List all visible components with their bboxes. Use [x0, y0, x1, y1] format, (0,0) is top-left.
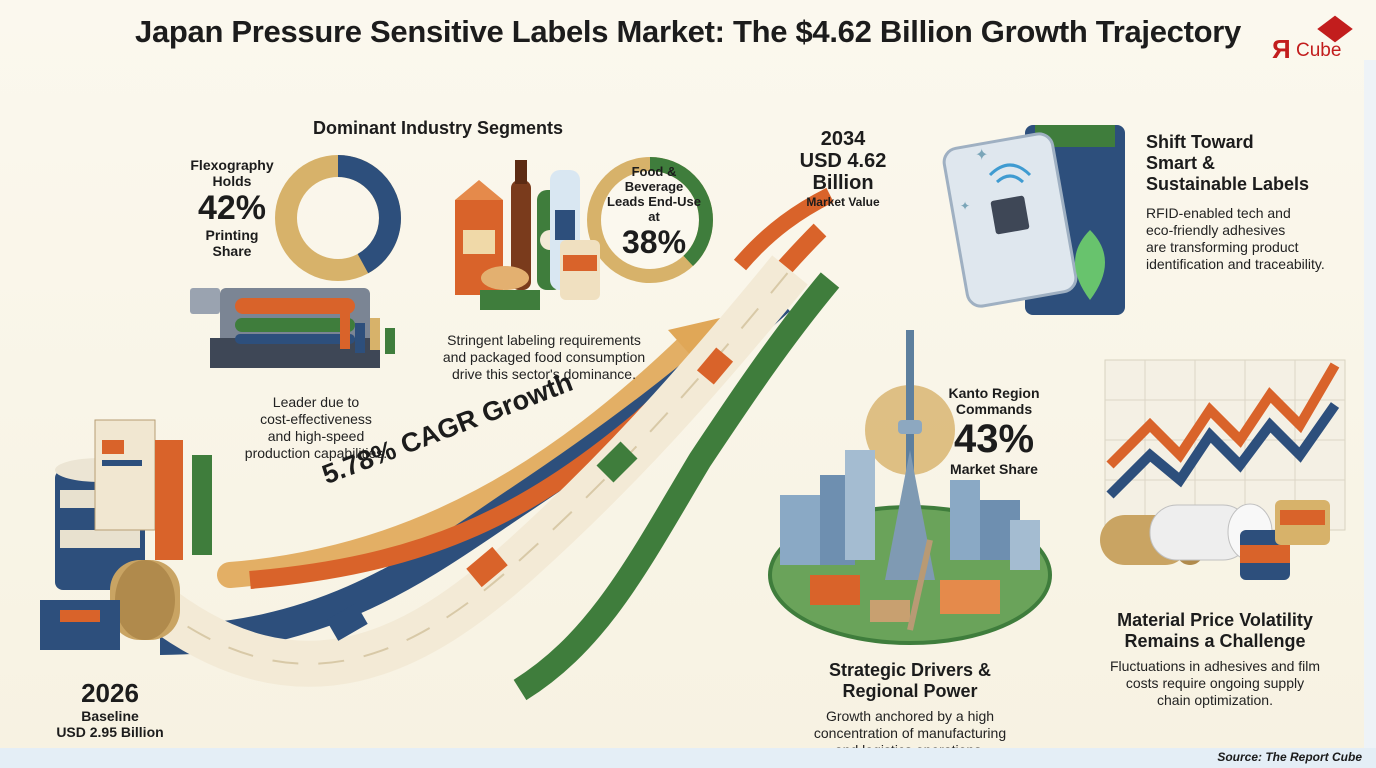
flexo-donut-chart: [275, 155, 401, 281]
material-title-1: Material Price Volatility: [1117, 610, 1313, 630]
drivers-desc-1: Growth anchored by a high: [825, 708, 995, 724]
kanto-city-illustration: [768, 330, 1052, 645]
smart-labels-block: Shift Toward Smart & Sustainable Labels …: [1146, 132, 1346, 273]
smart-title-1: Shift Toward: [1146, 132, 1254, 152]
flexo-value: 42%: [197, 189, 267, 227]
flexo-desc-2: cost-effectiveness: [260, 411, 372, 427]
material-desc-3: chain optimization.: [1157, 692, 1273, 708]
material-desc-1: Fluctuations in adhesives and film: [1109, 658, 1321, 674]
food-description: Stringent labeling requirements and pack…: [426, 332, 662, 383]
food-desc-2: and packaged food consumption: [442, 349, 646, 365]
baseline-2026: 2026 Baseline USD 2.95 Billion: [40, 678, 180, 740]
food-donut-share: [587, 157, 713, 283]
growth-arrow-head: [668, 318, 720, 368]
drivers-desc-2: concentration of manufacturing: [813, 725, 1007, 741]
top-ribbon-curl: [733, 187, 834, 271]
food-line2: Beverage: [624, 179, 684, 194]
material-title-2: Remains a Challenge: [1124, 631, 1306, 651]
footer-bar: [0, 748, 1376, 768]
drivers-title-1: Strategic Drivers &: [828, 660, 992, 680]
target-value-2: Billion: [812, 172, 874, 194]
food-desc-3: drive this sector's dominance.: [452, 366, 636, 382]
smart-title-2: Smart &: [1146, 153, 1216, 173]
flexo-desc-1: Leader due to: [272, 394, 360, 410]
drivers-title-2: Regional Power: [842, 681, 978, 701]
segments-heading: Dominant Industry Segments: [312, 118, 564, 138]
kanto-line2: Commands: [955, 401, 1033, 417]
flexo-press-icon: [190, 288, 395, 368]
smart-desc-2: eco-friendly adhesives: [1146, 222, 1286, 238]
target-year: 2034: [820, 128, 866, 150]
material-desc-2: costs require ongoing supply: [1125, 675, 1305, 691]
green-column: [192, 455, 212, 555]
flexo-label: Flexography Holds 42% Printing Share: [168, 157, 296, 259]
label-box: [696, 347, 734, 385]
source-note: Source: The Report Cube: [1217, 750, 1362, 764]
baseline-label: Baseline: [81, 708, 139, 724]
smart-desc-3: are transforming product: [1146, 239, 1299, 255]
drivers-block: Strategic Drivers & Regional Power Growt…: [800, 660, 1020, 759]
smart-title-3: Sustainable Labels: [1146, 174, 1310, 194]
label-box: [326, 603, 368, 641]
food-value: 38%: [621, 224, 687, 260]
flexo-line1: Flexography: [190, 157, 274, 173]
label-box: [596, 441, 638, 483]
page-title: Japan Pressure Sensitive Labels Market: …: [135, 14, 1241, 49]
material-block: Material Price Volatility Remains a Chal…: [1080, 610, 1350, 709]
kanto-line3: Market Share: [950, 461, 1038, 477]
smart-desc-4: identification and traceability.: [1146, 256, 1325, 272]
flexo-donut-share: [275, 155, 401, 281]
food-line3: Leads End-Use: [607, 194, 701, 209]
green-ribbon: [513, 272, 840, 701]
kanto-label: Kanto Region Commands 43% Market Share: [934, 385, 1054, 477]
flexo-line2: Holds: [212, 173, 252, 189]
right-edge-strip: [1364, 60, 1376, 748]
target-value-1: USD 4.62: [799, 150, 887, 172]
food-line1: Food &: [631, 164, 677, 179]
flexo-desc-4: production capabilities.: [244, 445, 388, 461]
target-label: Market Value: [806, 195, 880, 209]
flexo-description: Leader due to cost-effectiveness and hig…: [230, 394, 402, 462]
orange-column: [155, 440, 183, 560]
kanto-line1: Kanto Region: [948, 385, 1040, 401]
flexo-desc-3: and high-speed: [267, 428, 365, 444]
food-products-icon: [455, 160, 600, 310]
label-sheet: [94, 419, 156, 531]
logo-r: Я: [1272, 34, 1291, 64]
smart-desc-1: RFID-enabled tech and: [1146, 205, 1291, 221]
food-label: Food & Beverage Leads End-Use at 38%: [594, 164, 714, 260]
target-2034: 2034 USD 4.62 Billion Market Value: [778, 128, 908, 210]
svg-text:✦: ✦: [975, 145, 988, 164]
flexo-line4: Share: [212, 243, 252, 259]
svg-text:✦: ✦: [960, 199, 970, 213]
label-box: [466, 546, 508, 588]
food-donut-chart: [587, 157, 713, 283]
price-volatility-illustration: [1100, 359, 1346, 580]
smart-label-icon: ✦ ✦: [942, 125, 1125, 315]
kanto-value: 43%: [953, 417, 1035, 461]
flexo-line3: Printing: [205, 227, 259, 243]
baseline-year: 2026: [81, 678, 139, 708]
report-cube-logo: Я Cube: [1272, 15, 1372, 64]
baseline-value: USD 2.95 Billion: [56, 724, 164, 740]
food-desc-1: Stringent labeling requirements: [447, 332, 641, 348]
food-line4: at: [648, 209, 660, 224]
logo-cube-text: Cube: [1296, 40, 1342, 61]
